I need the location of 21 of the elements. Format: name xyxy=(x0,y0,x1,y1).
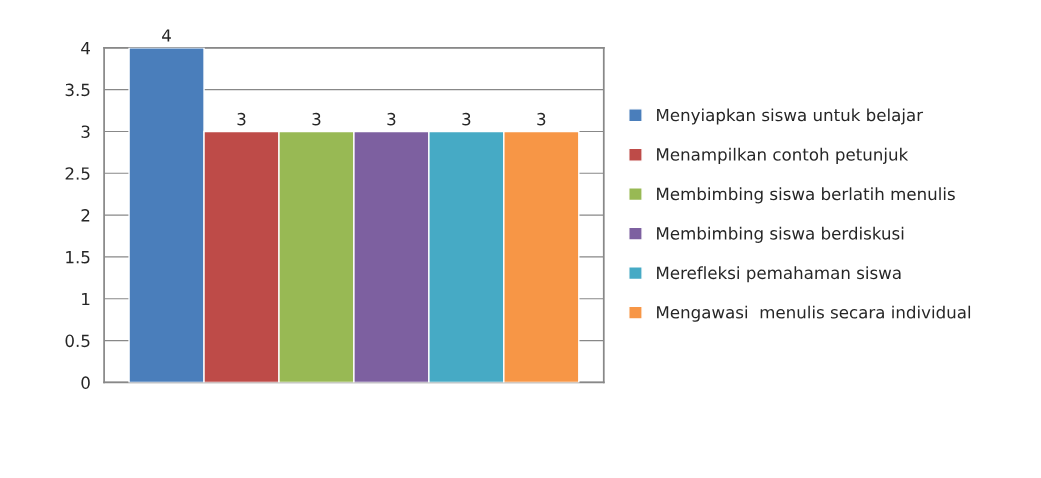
data-label: 3 xyxy=(237,112,246,126)
data-label: 3 xyxy=(387,112,396,126)
y-tick-label: 1 xyxy=(82,292,90,306)
legend-label: Merefleksi pemahaman siswa xyxy=(657,266,901,283)
data-label: 3 xyxy=(312,112,321,126)
data-label: 3 xyxy=(462,112,471,126)
y-tick-label: 3.5 xyxy=(65,83,90,97)
y-tick-label: 4 xyxy=(81,41,90,55)
legend-label: Mengawasi menulis secara individual xyxy=(657,305,971,322)
legend-label: Menampilkan contoh petunjuk xyxy=(657,147,909,164)
data-label: 3 xyxy=(537,112,546,126)
legend-label: Membimbing siswa berdiskusi xyxy=(657,226,904,243)
y-tick-label: 3 xyxy=(81,125,90,139)
legend-label: Membimbing siswa berlatih menulis xyxy=(657,187,955,204)
y-tick-label: 1.5 xyxy=(66,251,90,264)
y-tick-label: 2 xyxy=(81,209,90,222)
legend-label: Menyiapkan siswa untuk belajar xyxy=(657,108,924,125)
y-tick-label: 0.5 xyxy=(65,334,90,348)
data-label: 4 xyxy=(162,29,171,42)
y-tick-label: 2.5 xyxy=(65,167,90,180)
y-tick-label: 0 xyxy=(81,376,90,389)
